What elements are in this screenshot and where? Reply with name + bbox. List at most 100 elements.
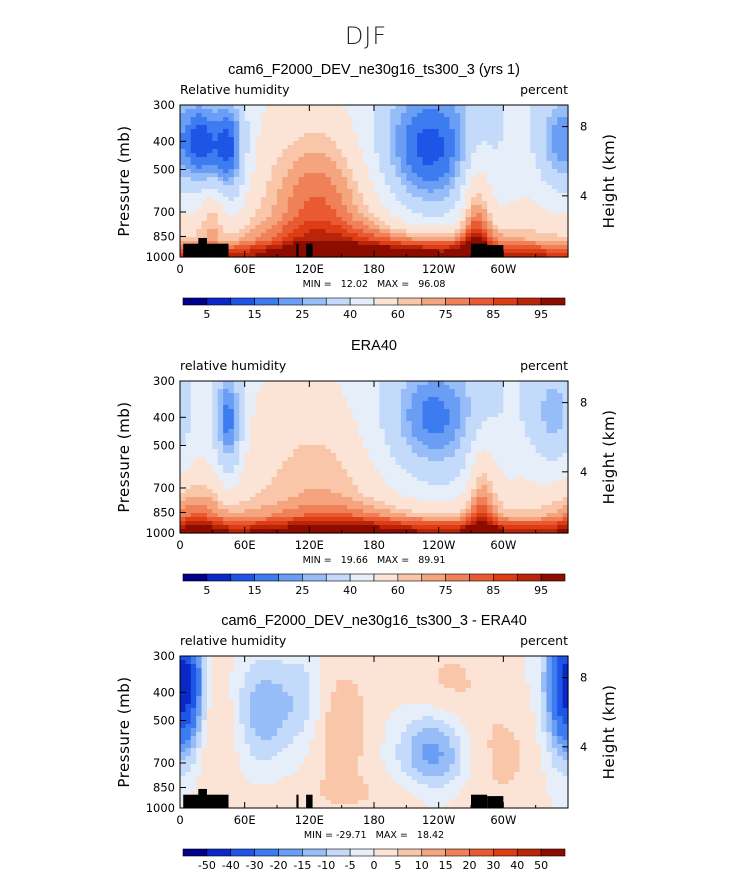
heatmap-cell [546, 161, 553, 166]
heatmap-cell [180, 249, 186, 254]
heatmap-cell [206, 125, 213, 130]
heatmap-cell [444, 493, 451, 498]
heatmap-cell [524, 245, 531, 250]
heatmap-cell [250, 197, 257, 202]
heatmap-cell [379, 517, 386, 522]
heatmap-cell [363, 433, 370, 438]
heatmap-cell [217, 421, 224, 426]
heatmap-cell [244, 381, 251, 386]
heatmap-cell [352, 221, 359, 226]
heatmap-cell [562, 153, 569, 158]
heatmap-cell [535, 153, 542, 158]
heatmap-cell [260, 161, 267, 166]
heatmap-cell [433, 513, 440, 518]
heatmap-cell [476, 429, 483, 434]
heatmap-cell [180, 149, 186, 154]
heatmap-cell [530, 193, 537, 198]
heatmap-cell [282, 441, 289, 446]
heatmap-cell [185, 105, 192, 110]
heatmap-cell [190, 389, 197, 394]
heatmap-cell [223, 501, 230, 506]
heatmap-cell [352, 433, 359, 438]
heatmap-cell [314, 449, 321, 454]
heatmap-cell [492, 149, 499, 154]
heatmap-cell [454, 441, 461, 446]
heatmap-cell [352, 213, 359, 218]
heatmap-cell [325, 485, 332, 490]
heatmap-cell [228, 169, 235, 174]
heatmap-cell [363, 133, 370, 138]
heatmap-cell [303, 149, 310, 154]
heatmap-cell [293, 453, 300, 458]
heatmap-cell [282, 177, 289, 182]
heatmap-cell [530, 221, 537, 226]
heatmap-cell [260, 205, 267, 210]
heatmap-cell [223, 525, 230, 530]
heatmap-cell [417, 497, 424, 502]
heatmap-cell [444, 237, 451, 242]
heatmap-cell [266, 469, 273, 474]
heatmap-cell [465, 381, 472, 386]
heatmap-cell [503, 105, 510, 110]
heatmap-cell [449, 505, 456, 510]
heatmap-cell [562, 177, 569, 182]
heatmap-cell [250, 193, 257, 198]
heatmap-cell [330, 397, 337, 402]
heatmap-cell [476, 205, 483, 210]
heatmap-cell [325, 181, 332, 186]
heatmap-cell [298, 441, 305, 446]
heatmap-cell [519, 137, 526, 142]
heatmap-cell [347, 505, 354, 510]
heatmap-cell [449, 193, 456, 198]
heatmap-cell [233, 445, 240, 450]
heatmap-cell [287, 449, 294, 454]
heatmap-cell [395, 105, 402, 110]
heatmap-cell [266, 445, 273, 450]
heatmap-cell [417, 253, 424, 258]
heatmap-cell [519, 113, 526, 118]
heatmap-cell [368, 509, 375, 514]
heatmap-cell [384, 113, 391, 118]
heatmap-cell [352, 117, 359, 122]
heatmap-cell [303, 525, 310, 530]
heatmap-cell [282, 137, 289, 142]
heatmap-cell [384, 425, 391, 430]
heatmap-cell [260, 385, 267, 390]
heatmap-cell [363, 169, 370, 174]
heatmap-cell [400, 145, 407, 150]
heatmap-cell [406, 209, 413, 214]
heatmap-cell [379, 177, 386, 182]
heatmap-cell [471, 517, 477, 522]
heatmap-cell [395, 421, 402, 426]
heatmap-cell [557, 185, 564, 190]
heatmap-cell [395, 501, 402, 506]
heatmap-cell [530, 241, 537, 246]
heatmap-cell [336, 461, 343, 466]
heatmap-cell [363, 233, 370, 238]
heatmap-cell [293, 241, 300, 246]
heatmap-cell [400, 197, 407, 202]
heatmap-cell [250, 485, 257, 490]
heatmap-cell [347, 409, 354, 414]
heatmap-cell [239, 181, 246, 186]
heatmap-cell [433, 117, 440, 122]
heatmap-cell [471, 173, 477, 178]
heatmap-cell [233, 381, 240, 386]
heatmap-cell [282, 401, 289, 406]
heatmap-cell [379, 513, 386, 518]
heatmap-cell [368, 205, 375, 210]
heatmap-cell [180, 173, 186, 178]
heatmap-cell [444, 193, 451, 198]
heatmap-cell [309, 161, 316, 166]
heatmap-cell [223, 469, 230, 474]
heatmap-cell [287, 245, 294, 250]
heatmap-cell [298, 445, 305, 450]
heatmap-cell [411, 105, 418, 110]
heatmap-cell [471, 389, 477, 394]
heatmap-cell [357, 457, 364, 462]
heatmap-cell [460, 437, 467, 442]
heatmap-cell [497, 217, 504, 222]
heatmap-cell [465, 105, 472, 110]
heatmap-cell [185, 529, 192, 534]
heatmap-cell [379, 429, 386, 434]
